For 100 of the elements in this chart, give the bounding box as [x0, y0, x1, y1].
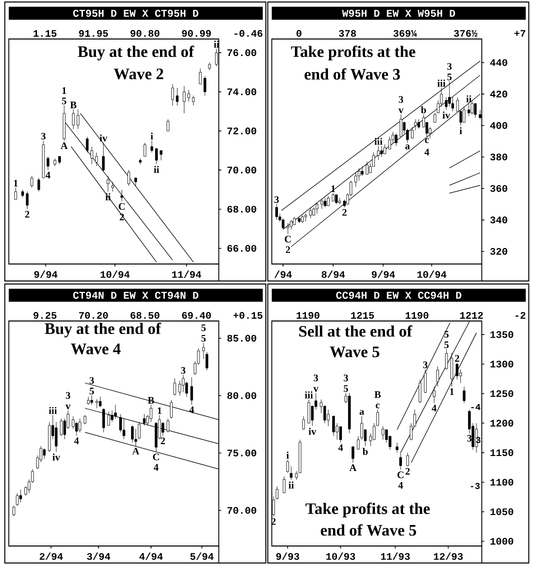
annotation: Wave 4: [71, 344, 121, 354]
annotation: 3: [398, 96, 404, 103]
annotation: 2: [342, 209, 347, 216]
y-tick-label: 70.00: [228, 507, 256, 514]
y-tick-label: 85.00: [227, 334, 256, 342]
x-tick-label: 9/93: [276, 552, 300, 560]
y-tick-label: 75.00: [228, 450, 256, 456]
annotation: 4: [154, 464, 159, 471]
annotation: B: [374, 391, 381, 398]
annotation: 3: [41, 132, 46, 140]
annotation: a: [405, 144, 410, 150]
annotation: end of Wave 3: [304, 68, 400, 80]
annotation: 4: [74, 437, 79, 444]
annotation: Take profits at the: [306, 502, 430, 518]
annotation: 5: [202, 324, 206, 332]
annotation: 2: [120, 214, 124, 220]
x-tick-label: 9/94: [34, 270, 58, 278]
annotation: 4: [46, 172, 50, 178]
y-tick-label: 70.00: [228, 166, 256, 174]
annotation: 4: [189, 406, 194, 414]
annotation: C: [153, 454, 160, 460]
annotation: b: [362, 448, 368, 455]
chart-title: CT95H D EW X CT95H D: [73, 10, 198, 17]
annotation: 1: [14, 180, 18, 186]
annotation: iii: [438, 80, 446, 87]
y-tick-label: 76.00: [228, 49, 256, 56]
chart-subtitle: 9.25 70.20 68.50 69.40 +0.15: [34, 312, 263, 319]
annotation: 4: [338, 444, 344, 451]
annotation: ii: [214, 40, 220, 48]
y-tick-label: 1100: [490, 478, 514, 486]
annotation: 2: [406, 468, 410, 475]
annotation: 2: [455, 355, 460, 362]
annotation: 4: [432, 404, 437, 412]
y-tick-label: 1150: [490, 449, 514, 456]
annotation: v: [314, 387, 319, 392]
chart-title: W95H D EW X W95H D: [342, 10, 456, 17]
annotation: iv: [100, 134, 108, 142]
y-tick-label: 380: [490, 154, 508, 160]
annotation: v: [398, 108, 404, 114]
annotation: 3: [467, 434, 472, 442]
y-tick-label: 420: [490, 90, 508, 98]
annotation: C: [284, 236, 291, 243]
annotation: ii: [288, 482, 294, 488]
annotation: ii: [154, 166, 160, 173]
annotation: C: [398, 472, 404, 478]
y-tick-label: 80.00: [227, 392, 256, 400]
annotation: i: [286, 452, 290, 459]
annotation: i: [150, 132, 154, 140]
annotation: 3: [447, 63, 452, 70]
annotation: B: [70, 102, 77, 108]
annotation: A: [132, 448, 140, 454]
x-tick-label: 3/94: [87, 552, 110, 560]
annotation: iv: [308, 428, 316, 435]
annotation: a: [360, 410, 364, 415]
y-tick-label: 360: [490, 185, 508, 192]
annotation: Take profits at the: [291, 46, 416, 60]
annotation: 3: [66, 392, 70, 399]
annotation: -3: [470, 482, 480, 490]
chart-subtitle: 0 378 369¼ 376½ +7: [296, 30, 526, 37]
y-tick-label: 320: [490, 248, 508, 255]
y-tick-label: 1300: [490, 360, 514, 368]
annotation: iii: [304, 391, 313, 398]
y-tick-label: 74.00: [228, 88, 256, 96]
annotation: 3: [181, 367, 186, 374]
annotation: 3: [344, 374, 348, 382]
y-tick-label: 1250: [490, 390, 514, 398]
annotation: 5: [202, 334, 206, 342]
annotation: A: [350, 464, 357, 472]
annotation: Sell at the end of: [299, 325, 412, 337]
annotation: Buy at the end of: [78, 46, 194, 60]
annotation: b: [421, 106, 426, 114]
annotation: 1: [450, 388, 454, 395]
annotation: Wave 2: [114, 68, 164, 80]
annotation: 5: [90, 388, 94, 394]
annotation: Buy at the end of: [44, 322, 162, 338]
annotation: 1: [158, 407, 162, 414]
annotation: C: [118, 203, 125, 210]
annotation: iii: [374, 138, 383, 145]
annotation: iv: [442, 111, 450, 119]
y-tick-label: 1350: [490, 331, 514, 338]
annotation: ii: [466, 95, 472, 102]
y-tick-label: 66.00: [228, 244, 256, 252]
annotation: -4: [471, 404, 480, 410]
x-tick-label: 2/94: [40, 552, 63, 560]
x-tick-label: 9/94: [372, 270, 396, 278]
y-tick-label: 1200: [490, 420, 514, 427]
annotation: 3: [274, 196, 279, 204]
x-tick-label: 10/94: [417, 270, 447, 278]
annotation: 1: [62, 87, 66, 94]
annotation: 2: [25, 210, 30, 218]
x-tick-label: 5/94: [190, 552, 214, 560]
chart-title: CC94H D EW X CC94H D: [336, 292, 462, 299]
x-tick-label: 11/93: [381, 552, 410, 560]
x-tick-label: 8/94: [322, 270, 345, 278]
annotation: 5: [447, 74, 452, 80]
chart-subtitle: 1.15 91.95 90.80 90.99 -0.46: [34, 30, 262, 37]
annotation: end of Wave 5: [320, 524, 416, 536]
annotation: c: [425, 138, 429, 144]
annotation: Wave 5: [330, 346, 380, 358]
y-tick-label: 440: [490, 59, 508, 66]
